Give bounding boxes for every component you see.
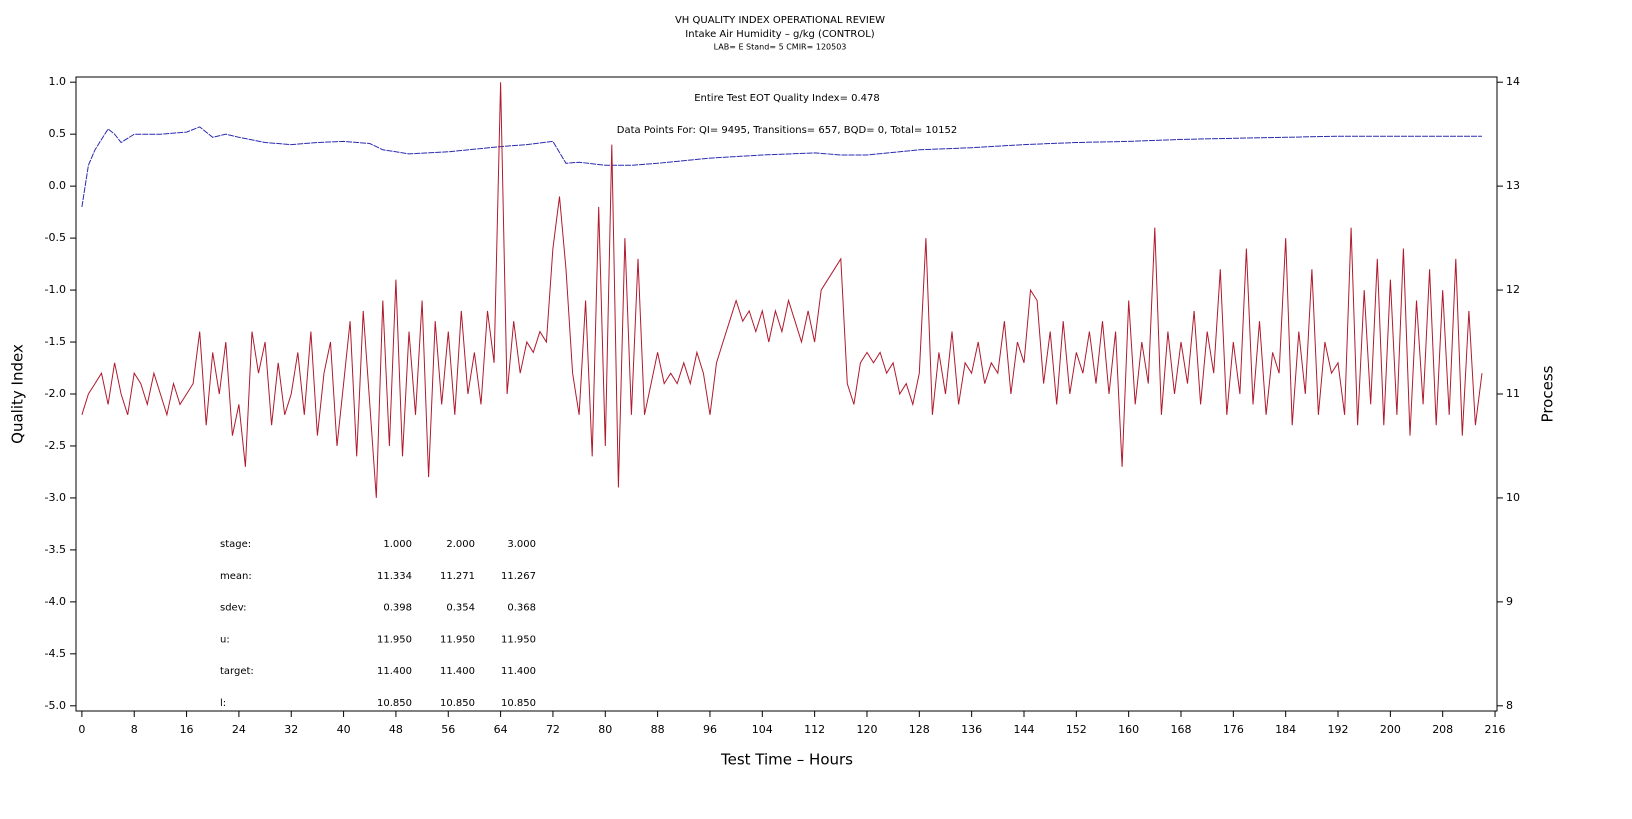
x-tick-label: 56 [441, 723, 455, 736]
y2-tick-label: 9 [1506, 595, 1513, 608]
stats-label: target: [220, 666, 254, 677]
x-tick-label: 32 [284, 723, 298, 736]
y2-tick-label: 11 [1506, 387, 1520, 400]
y-axis-label: Quality Index [9, 344, 27, 444]
x-tick-label: 168 [1171, 723, 1192, 736]
x-tick-label: 208 [1432, 723, 1453, 736]
chart-title: VH QUALITY INDEX OPERATIONAL REVIEW [675, 15, 885, 26]
x-tick-label: 144 [1013, 723, 1034, 736]
x-tick-label: 88 [651, 723, 665, 736]
y-tick-label: -2.0 [45, 387, 66, 400]
y2-tick-label: 14 [1506, 75, 1520, 88]
x-tick-label: 96 [703, 723, 717, 736]
annotation: Entire Test EOT Quality Index= 0.478 [694, 93, 880, 104]
stats-value: 11.271 [440, 571, 475, 582]
x-tick-label: 184 [1275, 723, 1296, 736]
stats-value: 11.950 [377, 634, 412, 645]
x-tick-label: 24 [232, 723, 246, 736]
y-tick-label: 0.0 [49, 179, 67, 192]
y2-tick-label: 13 [1506, 179, 1520, 192]
x-tick-label: 128 [909, 723, 930, 736]
stats-value: 10.850 [440, 698, 475, 709]
stats-value: 11.334 [377, 571, 412, 582]
stats-value: 11.400 [440, 666, 475, 677]
stats-label: l: [220, 698, 226, 709]
stats-value: 0.368 [507, 603, 536, 614]
stats-value: 11.950 [501, 634, 536, 645]
y2-tick-label: 8 [1506, 699, 1513, 712]
stats-value: 3.000 [507, 539, 536, 550]
y-tick-label: -2.5 [45, 439, 66, 452]
series-line [81, 82, 1483, 498]
stats-value: 0.398 [383, 603, 412, 614]
x-tick-label: 136 [961, 723, 982, 736]
x-tick-label: 112 [804, 723, 825, 736]
x-tick-label: 48 [389, 723, 403, 736]
chart-subtitle: Intake Air Humidity – g/kg (CONTROL) [685, 29, 874, 40]
x-tick-label: 64 [494, 723, 508, 736]
stats-value: 2.000 [446, 539, 475, 550]
x-tick-label: 0 [78, 723, 85, 736]
y-tick-label: -5.0 [45, 699, 66, 712]
x-tick-label: 192 [1328, 723, 1349, 736]
stats-value: 11.400 [377, 666, 412, 677]
stats-label: stage: [220, 539, 251, 550]
x-tick-label: 152 [1066, 723, 1087, 736]
y-tick-label: -3.0 [45, 491, 66, 504]
x-tick-label: 40 [337, 723, 351, 736]
y-tick-label: -3.5 [45, 543, 66, 556]
x-tick-label: 8 [131, 723, 138, 736]
x-tick-label: 120 [856, 723, 877, 736]
y-tick-label: -4.0 [45, 595, 66, 608]
stats-value: 11.950 [440, 634, 475, 645]
y2-axis-label: Process [1539, 365, 1557, 422]
stats-value: 10.850 [377, 698, 412, 709]
y-tick-label: -0.5 [45, 231, 66, 244]
y-tick-label: 1.0 [49, 75, 67, 88]
x-tick-label: 176 [1223, 723, 1244, 736]
x-tick-label: 160 [1118, 723, 1139, 736]
y2-tick-label: 10 [1506, 491, 1520, 504]
stats-value: 1.000 [383, 539, 412, 550]
y2-tick-label: 12 [1506, 283, 1520, 296]
chart-subtitle2: LAB= E Stand= 5 CMIR= 120503 [714, 43, 847, 52]
x-tick-label: 72 [546, 723, 560, 736]
stats-value: 11.267 [501, 571, 536, 582]
stats-value: 10.850 [501, 698, 536, 709]
x-tick-label: 80 [598, 723, 612, 736]
y-tick-label: 0.5 [49, 127, 67, 140]
annotation: Data Points For: QI= 9495, Transitions= … [617, 125, 957, 136]
y-tick-label: -1.5 [45, 335, 66, 348]
x-tick-label: 200 [1380, 723, 1401, 736]
x-axis-label: Test Time – Hours [720, 751, 853, 769]
stats-label: mean: [220, 571, 252, 582]
x-tick-label: 216 [1485, 723, 1506, 736]
series-line [81, 126, 1482, 207]
plot-frame [75, 76, 1498, 712]
y-tick-label: -1.0 [45, 283, 66, 296]
stats-label: sdev: [220, 603, 246, 614]
stats-value: 0.354 [446, 603, 475, 614]
x-tick-label: 104 [752, 723, 773, 736]
stats-label: u: [220, 634, 230, 645]
y-tick-label: -4.5 [45, 647, 66, 660]
x-tick-label: 16 [180, 723, 194, 736]
stats-value: 11.400 [501, 666, 536, 677]
